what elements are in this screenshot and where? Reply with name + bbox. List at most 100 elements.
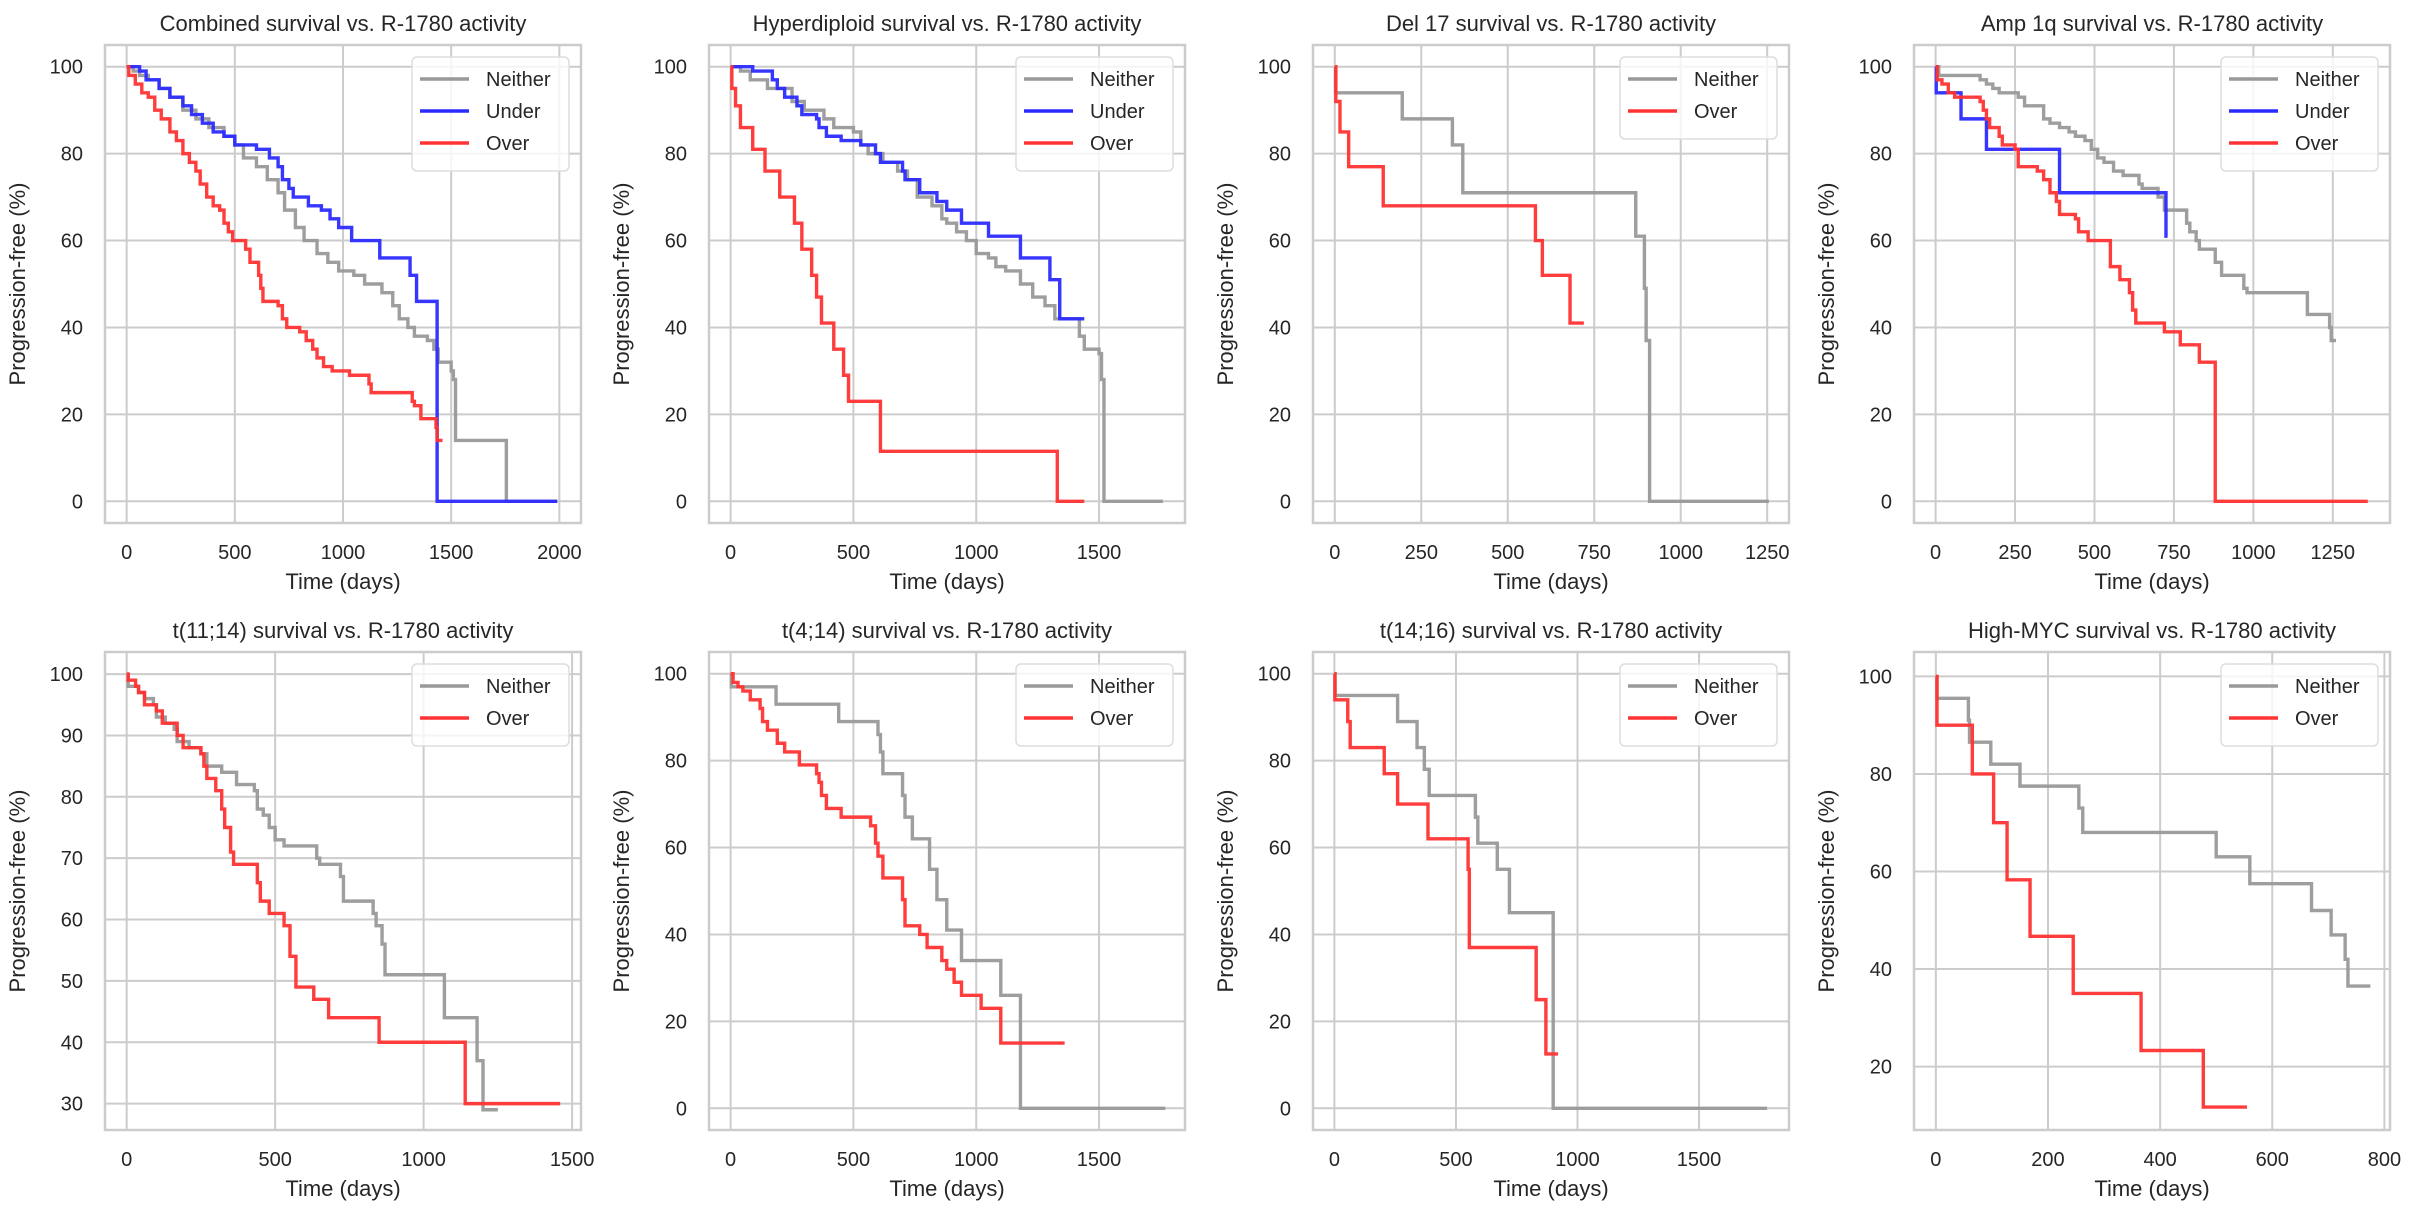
subplot-2: 0 500 1000 1500 0 20 40 60 80 100 Hyperdiploid sur… xyxy=(609,11,1187,594)
chart-title: High-MYC survival vs. R-1780 activity xyxy=(1968,618,2336,643)
survival-curve-over xyxy=(1935,65,2368,503)
x-tick-label: 1500 xyxy=(429,542,474,564)
y-tick-label: 100 xyxy=(1258,57,1291,79)
chart-title: t(11;14) survival vs. R-1780 activity xyxy=(173,618,514,643)
x-tick-label: 0 xyxy=(1930,1149,1941,1171)
y-tick-label: 20 xyxy=(61,404,83,426)
x-tick-label: 1500 xyxy=(1077,542,1122,564)
x-tick-label: 1000 xyxy=(1658,542,1703,564)
legend-label-over: Over xyxy=(486,133,530,155)
x-axis-label: Time (days) xyxy=(2094,569,2209,594)
survival-curve-under xyxy=(1934,65,2168,238)
y-tick-label: 20 xyxy=(665,404,687,426)
y-tick-label: 20 xyxy=(1870,404,1892,426)
x-tick-label: 600 xyxy=(2256,1149,2289,1171)
x-axis-label: Time (days) xyxy=(285,569,400,594)
survival-curve-under xyxy=(730,65,1085,321)
y-axis-label: Progression-free (%) xyxy=(1814,790,1839,993)
legend-label-under: Under xyxy=(486,101,541,123)
survival-curve-over xyxy=(730,672,1065,1045)
axes-frame xyxy=(1311,650,1791,1132)
y-tick-label: 60 xyxy=(61,910,83,932)
legend-label-over: Over xyxy=(2295,133,2339,155)
x-tick-label: 1250 xyxy=(2311,542,2356,564)
legend-label-neither: Neither xyxy=(2295,69,2360,91)
survival-curve-over xyxy=(1935,674,2248,1109)
chart-title: Del 17 survival vs. R-1780 activity xyxy=(1386,11,1716,36)
subplot-6: 0 500 1000 1500 0 20 40 60 80 100 t(4;14) survival… xyxy=(609,618,1187,1201)
y-tick-label: 60 xyxy=(665,838,687,860)
y-axis-label: Progression-free (%) xyxy=(609,183,634,386)
x-tick-label: 500 xyxy=(837,542,870,564)
subplot-7: 0 500 1000 1500 0 20 40 60 80 100 t(14;16) surviva… xyxy=(1213,618,1791,1201)
y-tick-label: 80 xyxy=(1870,144,1892,166)
y-tick-label: 60 xyxy=(665,231,687,253)
y-tick-label: 60 xyxy=(1269,231,1291,253)
y-axis-label: Progression-free (%) xyxy=(1213,790,1238,993)
legend: Neither Under Over xyxy=(1015,56,1174,172)
legend-label-neither: Neither xyxy=(1694,69,1759,91)
x-axis-label: Time (days) xyxy=(1493,569,1608,594)
x-tick-label: 1000 xyxy=(2231,542,2276,564)
x-tick-label: 0 xyxy=(121,1149,132,1171)
legend: Neither Over xyxy=(411,663,570,747)
subplot-1: 0 500 1000 1500 2000 0 20 40 60 80 100 Combined sur… xyxy=(5,11,583,594)
legend-label-neither: Neither xyxy=(1694,676,1759,698)
y-tick-label: 70 xyxy=(61,848,83,870)
y-tick-label: 0 xyxy=(676,1098,687,1120)
y-tick-label: 80 xyxy=(61,787,83,809)
x-tick-label: 2000 xyxy=(537,542,582,564)
y-tick-label: 80 xyxy=(1269,144,1291,166)
y-tick-label: 100 xyxy=(50,57,83,79)
y-tick-label: 0 xyxy=(1280,491,1291,513)
legend-label-neither: Neither xyxy=(486,676,551,698)
x-tick-label: 400 xyxy=(2143,1149,2176,1171)
x-axis-label: Time (days) xyxy=(1493,1176,1608,1201)
x-tick-label: 500 xyxy=(258,1149,291,1171)
legend: Neither Under Over xyxy=(2220,56,2379,172)
axes-frame xyxy=(1912,650,2392,1132)
chart-title: Amp 1q survival vs. R-1780 activity xyxy=(1981,11,2323,36)
y-tick-label: 40 xyxy=(1870,317,1892,339)
y-tick-label: 80 xyxy=(1870,764,1892,786)
y-tick-label: 20 xyxy=(1269,1011,1291,1033)
y-tick-label: 40 xyxy=(1269,317,1291,339)
y-tick-label: 80 xyxy=(665,751,687,773)
y-tick-label: 40 xyxy=(1870,959,1892,981)
x-tick-label: 0 xyxy=(121,542,132,564)
legend-label-over: Over xyxy=(1694,708,1738,730)
chart-title: t(4;14) survival vs. R-1780 activity xyxy=(782,618,1112,643)
legend: Neither Over xyxy=(2220,663,2379,747)
x-tick-label: 250 xyxy=(1405,542,1438,564)
legend-label-under: Under xyxy=(1090,101,1145,123)
y-tick-label: 100 xyxy=(654,57,687,79)
legend-label-over: Over xyxy=(1694,101,1738,123)
y-tick-label: 100 xyxy=(50,664,83,686)
x-tick-label: 0 xyxy=(1329,542,1340,564)
y-tick-label: 0 xyxy=(72,491,83,513)
y-tick-label: 40 xyxy=(61,317,83,339)
x-tick-label: 500 xyxy=(1439,1149,1472,1171)
y-axis-label: Progression-free (%) xyxy=(5,790,30,993)
survival-curve-over xyxy=(126,65,443,443)
survival-curve-neither xyxy=(1333,65,1769,503)
y-tick-label: 20 xyxy=(1269,404,1291,426)
y-axis-label: Progression-free (%) xyxy=(609,790,634,993)
y-tick-label: 20 xyxy=(1870,1057,1892,1079)
y-tick-label: 100 xyxy=(1859,666,1892,688)
y-tick-label: 80 xyxy=(1269,751,1291,773)
y-tick-label: 20 xyxy=(665,1011,687,1033)
legend: Neither Over xyxy=(1619,56,1778,140)
y-tick-label: 40 xyxy=(665,317,687,339)
y-tick-label: 0 xyxy=(1280,1098,1291,1120)
subplot-3: 0 250 500 750 1000 1250 0 20 40 60 80 100 Del 17 sur… xyxy=(1213,11,1791,594)
y-tick-label: 40 xyxy=(1269,924,1291,946)
survival-curve-neither xyxy=(729,672,1166,1110)
legend-label-over: Over xyxy=(1090,133,1134,155)
x-tick-label: 1000 xyxy=(321,542,366,564)
chart-title: Hyperdiploid survival vs. R-1780 activit… xyxy=(753,11,1142,36)
y-tick-label: 80 xyxy=(665,144,687,166)
y-tick-label: 60 xyxy=(1269,838,1291,860)
survival-curve-neither xyxy=(126,672,498,1112)
legend-label-neither: Neither xyxy=(2295,676,2360,698)
